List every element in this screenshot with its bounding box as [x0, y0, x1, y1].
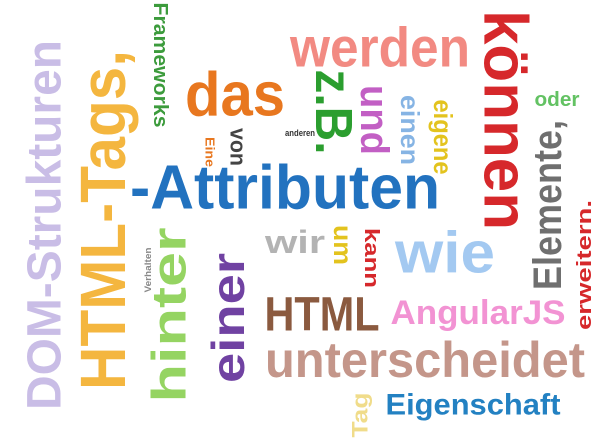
word: HTML-Tags,: [67, 50, 139, 390]
word: Tag: [348, 393, 373, 438]
word: erweitern.: [574, 200, 596, 330]
word: um: [328, 225, 358, 265]
word: von: [226, 128, 251, 166]
word: hinter: [144, 228, 197, 403]
word: oder: [535, 89, 580, 111]
word: einen: [395, 95, 425, 165]
word: kann: [360, 228, 382, 288]
word: wie: [394, 221, 495, 286]
word: das: [185, 61, 285, 130]
word: einer: [202, 253, 254, 383]
word: z.B.: [304, 70, 362, 155]
word: -Attributen: [130, 154, 440, 223]
word: wir: [264, 224, 325, 260]
word: Eine: [203, 137, 218, 167]
word: und: [352, 85, 396, 155]
word: anderen: [285, 128, 315, 138]
word: Eigenschaft: [386, 389, 561, 422]
word: Verhalten: [143, 248, 153, 293]
word: HTML: [265, 289, 380, 342]
word: DOM-Strukturen: [19, 40, 72, 410]
word: werden: [289, 16, 470, 79]
word: unterscheidet: [265, 332, 585, 388]
word: Frameworks: [149, 3, 171, 128]
word: AngularJS: [391, 294, 566, 332]
word: eigene: [428, 100, 458, 175]
word: Elemente,: [526, 120, 570, 290]
word: können: [471, 10, 540, 230]
